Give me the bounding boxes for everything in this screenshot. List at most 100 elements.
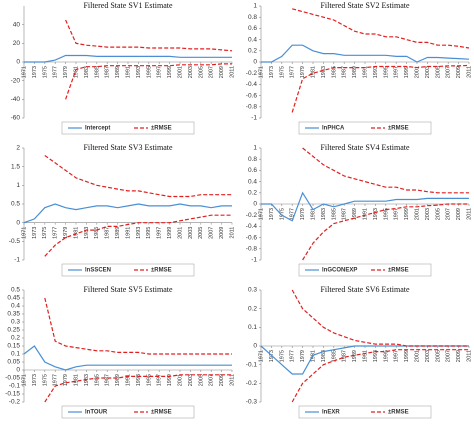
x-tick-label: 1993 <box>136 227 142 239</box>
x-tick-label: 1997 <box>157 227 163 239</box>
x-tick-label: 2001 <box>414 208 420 220</box>
y-tick-label: -0.1 <box>9 383 21 390</box>
x-tick-label: 1983 <box>321 208 327 220</box>
y-tick-label: 2 <box>16 145 20 152</box>
x-tick-label: 1987 <box>342 350 348 362</box>
rmse-lower-line <box>44 214 232 257</box>
legend-label: ±RMSE <box>151 268 172 274</box>
x-tick-label: 1975 <box>279 66 285 78</box>
legend-box <box>298 121 432 135</box>
legend-label: lnPHCA <box>322 126 345 132</box>
y-tick-label: 20 <box>13 40 21 47</box>
x-tick-label: 2007 <box>209 66 215 78</box>
x-tick-label: 1985 <box>331 350 337 362</box>
x-tick-label: 1997 <box>394 350 400 362</box>
chart-title: Filtered State SV2 Estimate <box>320 1 410 10</box>
x-tick-label: 1989 <box>115 227 121 239</box>
chart-title: Filtered State SV3 Estimate <box>83 143 173 152</box>
x-tick-label: 1995 <box>146 66 152 78</box>
y-tick-label: -0.1 <box>246 361 258 368</box>
x-tick-label: 1989 <box>352 350 358 362</box>
legend-box <box>298 263 432 277</box>
x-tick-label: 2001 <box>177 66 183 78</box>
x-tick-label: 1979 <box>300 66 306 78</box>
y-tick-label: -0.8 <box>246 246 258 253</box>
x-tick-label: 1997 <box>394 66 400 78</box>
x-tick-label: 2007 <box>209 227 215 239</box>
x-tick-label: 1993 <box>373 66 379 78</box>
x-tick-label: 1993 <box>373 350 379 362</box>
x-tick-label: 2005 <box>198 374 204 386</box>
x-tick-label: 2001 <box>414 350 420 362</box>
y-tick-label: 0 <box>253 201 257 208</box>
x-tick-label: 1975 <box>279 350 285 362</box>
y-tick-label: -0.5 <box>9 238 21 245</box>
chart-title: Filtered State SV1 Estimate <box>83 1 173 10</box>
rmse-upper-line <box>291 289 469 347</box>
x-tick-label: 2003 <box>188 374 194 386</box>
x-tick-label: 2009 <box>456 66 462 78</box>
x-tick-label: 1977 <box>290 208 296 220</box>
legend-label: ±RMSE <box>388 410 409 416</box>
y-tick-label: 40 <box>13 21 21 28</box>
x-tick-label: 1971 <box>21 66 27 78</box>
rmse-upper-line <box>44 155 232 198</box>
x-tick-label: 1985 <box>94 374 100 386</box>
x-tick-label: 1985 <box>94 66 100 78</box>
legend-box <box>61 121 195 135</box>
y-tick-label: 0.15 <box>7 343 20 350</box>
x-tick-label: 1995 <box>146 227 152 239</box>
y-tick-label: 0.3 <box>11 319 20 326</box>
x-tick-label: 2003 <box>425 208 431 220</box>
x-tick-label: 2007 <box>209 374 215 386</box>
y-tick-label: -0.2 <box>9 399 21 406</box>
y-tick-label: -0.2 <box>246 212 258 219</box>
x-tick-label: 2011 <box>229 66 235 78</box>
x-tick-label: 1991 <box>362 66 368 78</box>
y-tick-label: 1.5 <box>11 163 20 170</box>
x-tick-label: 1977 <box>53 66 59 78</box>
x-tick-label: 1995 <box>383 66 389 78</box>
x-tick-label: 2005 <box>435 66 441 78</box>
y-tick-label: -0.2 <box>246 70 258 77</box>
x-tick-label: 1995 <box>383 350 389 362</box>
x-tick-label: 1985 <box>331 66 337 78</box>
x-tick-label: 1981 <box>73 66 79 78</box>
x-tick-label: 1977 <box>290 66 296 78</box>
x-tick-label: 1977 <box>290 350 296 362</box>
x-tick-label: 1979 <box>300 350 306 362</box>
x-tick-label: 2005 <box>198 227 204 239</box>
x-tick-label: 1985 <box>331 208 337 220</box>
x-tick-label: 1999 <box>404 66 410 78</box>
y-tick-label: 0.4 <box>248 178 257 185</box>
x-tick-label: 2011 <box>466 350 472 362</box>
y-tick-label: -20 <box>11 77 21 84</box>
y-tick-label: 1 <box>253 3 257 10</box>
y-tick-label: -0.6 <box>246 92 258 99</box>
x-tick-label: 1975 <box>279 208 285 220</box>
x-tick-label: 1983 <box>84 227 90 239</box>
rmse-upper-line <box>302 147 469 194</box>
y-tick-label: 0.2 <box>11 335 20 342</box>
y-tick-label: 0 <box>253 343 257 350</box>
x-tick-label: 1971 <box>258 208 264 220</box>
chart-title: Filtered State SV4 Estimate <box>320 143 410 152</box>
x-tick-label: 1979 <box>300 208 306 220</box>
legend-label: ±RMSE <box>388 268 409 274</box>
x-tick-label: 1977 <box>53 227 59 239</box>
x-tick-label: 1975 <box>42 66 48 78</box>
y-tick-label: 0.3 <box>248 287 257 294</box>
x-tick-label: 2001 <box>177 227 183 239</box>
x-tick-label: 1979 <box>63 227 69 239</box>
x-tick-label: 1983 <box>321 66 327 78</box>
x-tick-label: 1973 <box>269 66 275 78</box>
y-tick-label: 0 <box>16 367 20 374</box>
rmse-lower-line <box>44 374 232 403</box>
rmse-lower-line <box>65 63 232 100</box>
x-tick-label: 1987 <box>105 66 111 78</box>
x-tick-label: 1991 <box>362 208 368 220</box>
x-tick-label: 1971 <box>258 66 264 78</box>
x-tick-label: 1975 <box>42 374 48 386</box>
